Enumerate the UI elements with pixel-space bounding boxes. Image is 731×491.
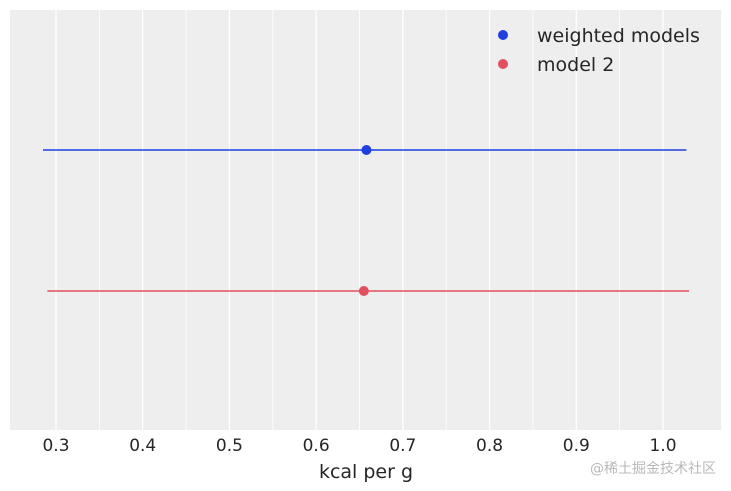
legend: weighted models model 2 [498, 25, 700, 76]
legend-label: model 2 [537, 54, 614, 76]
x-tick-label: 1.0 [649, 436, 676, 456]
watermark: @稀土掘金技术社区 [590, 461, 716, 477]
x-tick-label: 0.8 [476, 436, 503, 456]
x-tick-label: 0.5 [216, 436, 243, 456]
x-tick-label: 0.6 [303, 436, 330, 456]
x-tick-label: 0.7 [389, 436, 416, 456]
legend-label: weighted models [537, 25, 700, 47]
interval-series [42, 145, 690, 296]
x-axis-label: kcal per g [319, 461, 413, 483]
gridlines [55, 10, 664, 430]
plot-background [10, 10, 721, 430]
x-tick-labels: 0.3 0.4 0.5 0.6 0.7 0.8 0.9 1.0 [42, 436, 676, 456]
mean-point [361, 145, 372, 155]
x-tick-label: 0.9 [563, 436, 590, 456]
x-tick-label: 0.3 [42, 436, 69, 456]
mean-point [358, 286, 369, 296]
legend-marker [498, 30, 508, 40]
x-tick-label: 0.4 [129, 436, 156, 456]
legend-marker [498, 59, 508, 69]
